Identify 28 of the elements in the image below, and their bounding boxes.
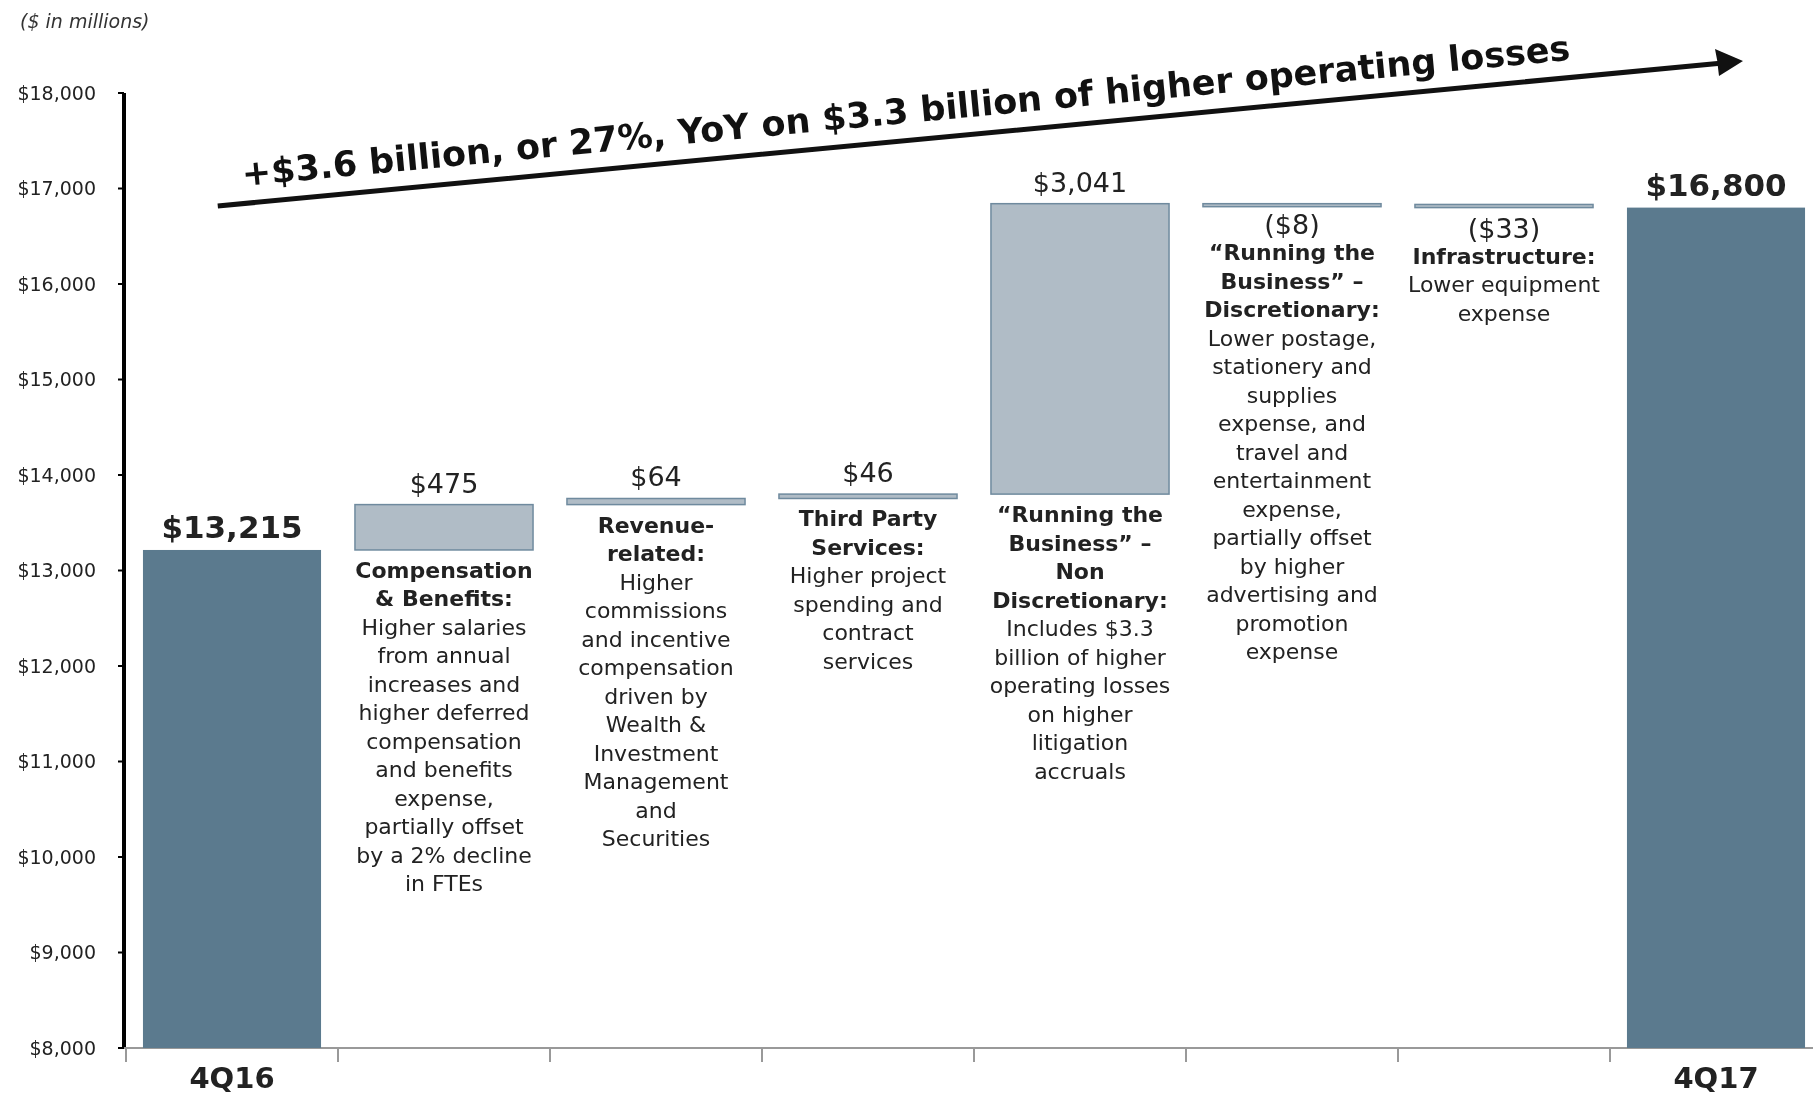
y-tick-label: $11,000 [17,750,96,773]
data-label: ($8) [1264,209,1320,241]
text: “Running the Business” – Discretionary: Lower postage, stationery and supplies expense, and travel and entertainment expense, partially offset by higher advertising and promotion expense [1204,240,1380,665]
data-label: $64 [630,461,682,493]
text: “Running the Business” – Non Discretionary: Includes $3.3 billion of higher operating losses on higher litigation accruals [989,502,1171,784]
y-axis-title: ($ in millions) [20,10,150,32]
data-label: ($33) [1467,212,1541,244]
annotation: Infrastructure: Lower equipment expense [1408,243,1601,326]
text: Revenue- related: Higher commissions and incentive compensation driven by Wealth & Investment Management and Securities [578,512,734,852]
y-tick-label: $13,000 [17,559,96,582]
data-label: $475 [409,467,479,499]
y-tick-label: $8,000 [29,1036,96,1059]
annotation: Third Party Services: Higher project spending and contract services [789,506,947,674]
y-tick-label: $16,000 [17,272,96,295]
x-tick-label: 4Q17 [1673,1061,1759,1095]
y-tick-label: $14,000 [17,463,96,486]
y-tick-label: $12,000 [17,654,96,677]
y-tick-label: $15,000 [17,368,96,391]
y-tick-label: $10,000 [17,845,96,868]
text: Compensation & Benefits: Higher salaries from annual increases and higher deferred compensation and benefits expense, partially offset by a 2% decline in FTEs [355,557,533,897]
y-tick-label: $18,000 [17,81,96,104]
data-label: $13,215 [161,508,303,545]
x-tick-label: 4Q16 [189,1061,275,1095]
y-tick-label: $17,000 [17,177,96,200]
data-label: $46 [842,457,894,489]
data-label: $3,041 [1032,166,1128,198]
y-tick-label: $9,000 [29,941,96,964]
data-label: $16,800 [1645,166,1787,203]
